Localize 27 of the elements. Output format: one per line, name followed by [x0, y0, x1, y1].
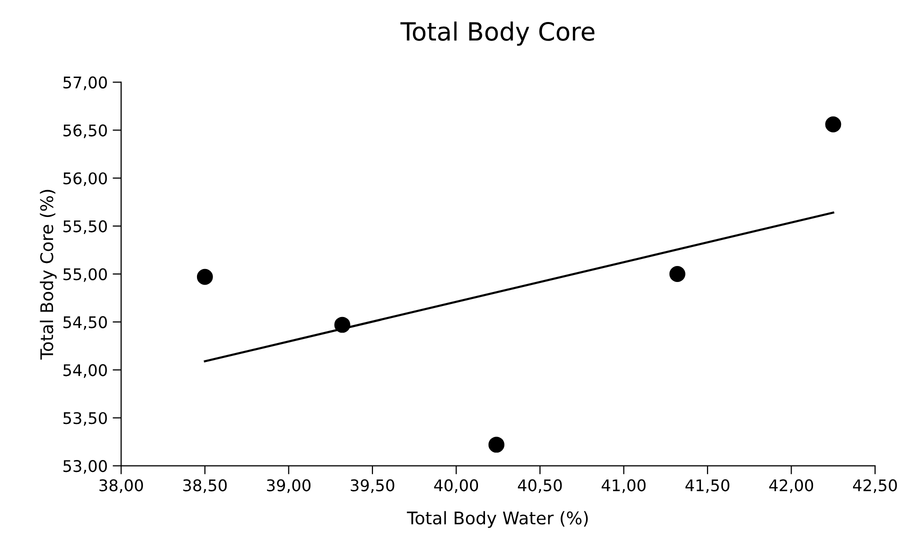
y-tick-label: 54,00	[63, 364, 107, 378]
x-tick-label: 39,50	[350, 479, 394, 493]
point	[334, 316, 350, 333]
point	[669, 266, 686, 282]
x-tick-label: 40,50	[518, 479, 562, 493]
y-tick-label: 54,50	[63, 316, 107, 330]
y-tick-label: 56,00	[63, 172, 107, 186]
y-axis-title: Total Body Core (%)	[40, 190, 57, 360]
x-tick-label: 41,00	[602, 479, 646, 493]
x-tick-label: 38,50	[183, 479, 227, 493]
point	[488, 436, 504, 453]
y-tick-label: 53,50	[63, 412, 107, 426]
y-tick-label: 57,00	[63, 76, 107, 90]
chart-title: Total Body Core	[400, 22, 594, 46]
x-tick-label: 42,00	[769, 479, 814, 493]
y-tick-label: 55,00	[63, 268, 107, 282]
point	[196, 268, 213, 285]
x-tick-label: 40,00	[434, 479, 478, 493]
x-axis-title: Total Body Water (%)	[406, 511, 588, 528]
x-tick-label: 39,00	[267, 479, 310, 493]
y-tick-label: 53,00	[63, 460, 107, 474]
x-tick-label: 42,50	[852, 479, 897, 493]
y-tick-label: 56,50	[63, 124, 107, 138]
x-tick-label: 38,00	[99, 479, 143, 493]
point	[825, 116, 842, 132]
x-tick-label: 41,50	[685, 479, 730, 493]
y-tick-label: 55,50	[63, 220, 107, 234]
